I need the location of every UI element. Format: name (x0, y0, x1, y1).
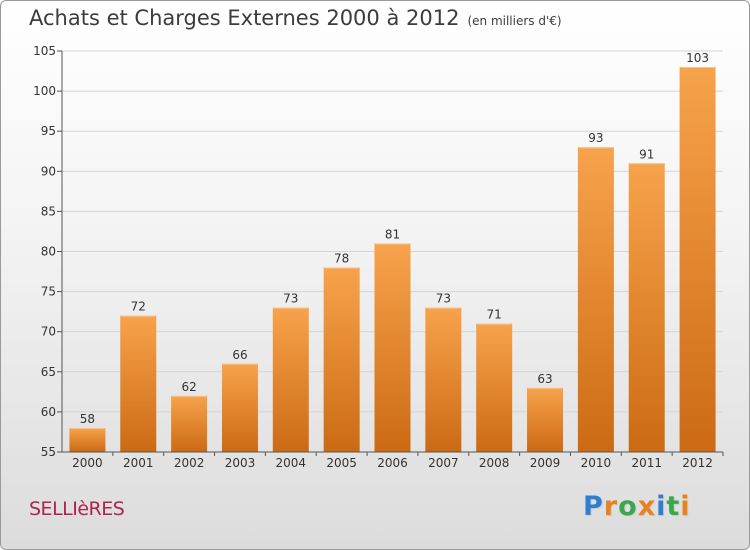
bar (577, 147, 614, 453)
chart-title-text: Achats et Charges Externes 2000 à 2012 (29, 6, 460, 30)
bar (69, 427, 106, 452)
bar (171, 395, 208, 452)
axes (57, 50, 724, 456)
x-tick-label: 2000 (72, 456, 103, 470)
x-tick-label: 2004 (276, 456, 307, 470)
value-label: 103 (686, 51, 709, 65)
logo-letter: i (656, 491, 667, 522)
value-label: 58 (80, 412, 95, 426)
logo-letter: o (618, 491, 638, 522)
x-tick-label: 2006 (377, 456, 408, 470)
logo-letter: i (680, 491, 691, 522)
value-label: 73 (436, 292, 451, 306)
bar (374, 243, 411, 452)
x-tick-label: 2011 (631, 456, 662, 470)
y-tick-label: 60 (41, 405, 56, 419)
chart-subtitle: (en milliers d'€) (467, 14, 562, 28)
x-tick-label: 2002 (174, 456, 205, 470)
commune-name: SELLIèRES (29, 498, 125, 520)
value-label: 62 (181, 380, 196, 394)
proxiti-logo[interactable]: Proxiti (583, 491, 691, 522)
logo-letter: P (583, 491, 604, 522)
x-tick-label: 2007 (428, 456, 459, 470)
y-tick-label: 95 (41, 124, 56, 138)
bar (476, 323, 513, 452)
value-label: 63 (537, 372, 552, 386)
bar (425, 307, 462, 452)
y-tick-label: 85 (41, 204, 56, 218)
bar (272, 307, 309, 452)
y-tick-label: 70 (41, 325, 56, 339)
x-tick-label: 2012 (682, 456, 713, 470)
y-tick-label: 90 (41, 164, 56, 178)
logo-letter: x (637, 491, 657, 522)
y-tick-label: 100 (33, 84, 56, 98)
y-tick-label: 75 (41, 285, 56, 299)
labels: 55 60 65 70 75 80 85 90 95 100 105 58 2000 72 2001 62 20… (33, 44, 713, 470)
bars (69, 67, 716, 453)
value-label: 91 (639, 147, 654, 161)
x-tick-label: 2003 (225, 456, 256, 470)
x-tick-label: 2010 (581, 456, 612, 470)
value-label: 72 (131, 300, 146, 314)
bar (120, 315, 157, 452)
bar (628, 163, 665, 452)
x-tick-label: 2008 (479, 456, 510, 470)
bar (679, 67, 716, 452)
value-label: 81 (385, 227, 400, 241)
value-label: 78 (334, 252, 349, 266)
bar (527, 387, 564, 452)
y-tick-label: 105 (33, 44, 56, 58)
value-label: 93 (588, 131, 603, 145)
value-label: 71 (487, 308, 502, 322)
chart-title: Achats et Charges Externes 2000 à 2012 (e… (29, 6, 562, 30)
bar (323, 267, 360, 452)
x-tick-label: 2009 (530, 456, 561, 470)
y-tick-label: 65 (41, 365, 56, 379)
x-tick-label: 2005 (326, 456, 357, 470)
y-tick-label: 55 (41, 445, 56, 459)
value-label: 66 (232, 348, 247, 362)
value-label: 73 (283, 292, 298, 306)
bar (221, 363, 258, 452)
logo-letter: t (666, 491, 681, 522)
x-tick-label: 2001 (123, 456, 154, 470)
logo-letter: r (603, 491, 619, 522)
y-tick-label: 80 (41, 245, 56, 259)
